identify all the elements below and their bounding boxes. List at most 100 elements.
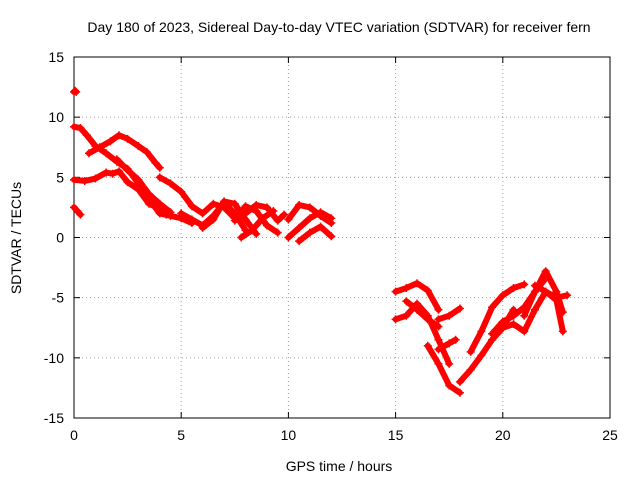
data-point	[305, 203, 314, 212]
data-point	[123, 134, 132, 143]
data-point	[187, 202, 196, 211]
data-point	[284, 233, 293, 242]
data-point	[262, 221, 271, 230]
data-point	[305, 214, 314, 223]
data-point	[488, 329, 497, 338]
data-point	[498, 323, 507, 332]
data-series-arc-23	[467, 281, 528, 355]
data-point	[552, 296, 561, 305]
data-point	[541, 267, 550, 276]
y-axis-label: SDTVAR / TECUs	[8, 182, 24, 294]
data-point	[252, 229, 261, 238]
data-point	[134, 175, 143, 184]
data-point	[166, 208, 175, 217]
data-point	[155, 199, 164, 208]
data-point	[177, 209, 186, 218]
data-point	[166, 179, 175, 188]
data-series-arc-27	[531, 282, 566, 335]
data-point	[273, 216, 282, 225]
data-point	[258, 214, 267, 223]
data-point	[423, 286, 432, 295]
data-point	[220, 197, 229, 206]
data-point	[520, 311, 529, 320]
data-point	[413, 279, 422, 288]
data-point	[123, 166, 132, 175]
axis-ticks: 0 5 10 15 20 25 -15 -10 -5 0 5 10 15	[44, 49, 618, 443]
data-point	[134, 142, 143, 151]
data-point	[509, 311, 518, 320]
x-tick-label: 20	[495, 427, 511, 443]
data-point	[284, 215, 293, 224]
data-point	[455, 377, 464, 386]
data-point	[115, 167, 124, 176]
data-point	[237, 233, 246, 242]
data-point	[434, 322, 443, 331]
x-tick-label: 10	[281, 427, 297, 443]
data-point	[477, 327, 486, 336]
data-point	[269, 207, 278, 216]
data-point	[434, 305, 443, 314]
data-point	[445, 311, 454, 320]
data-point	[558, 327, 567, 336]
data-point	[402, 284, 411, 293]
data-point	[70, 175, 78, 184]
data-point	[230, 199, 239, 208]
data-point	[252, 201, 261, 210]
data-point	[413, 305, 422, 314]
data-point	[477, 351, 486, 360]
data-point	[423, 315, 432, 324]
data-series-arc-12	[238, 208, 277, 241]
data-point	[402, 311, 411, 320]
data-series-arc-9	[199, 198, 260, 237]
y-tick-label: 5	[56, 169, 64, 185]
data-point	[262, 203, 271, 212]
data-point	[76, 123, 85, 132]
data-point	[123, 178, 132, 187]
data-point	[70, 122, 78, 131]
x-tick-label: 25	[602, 427, 618, 443]
data-point	[509, 284, 518, 293]
data-point	[434, 335, 443, 344]
data-point	[530, 305, 539, 314]
data-point	[102, 168, 111, 177]
data-point	[95, 143, 104, 152]
data-point	[295, 237, 304, 246]
grid-lines	[74, 57, 610, 418]
data-point	[115, 131, 124, 140]
data-point	[198, 223, 207, 232]
chart-title: Day 180 of 2023, Sidereal Day-to-day VTE…	[87, 19, 590, 35]
data-point	[563, 291, 572, 300]
data-point	[155, 173, 164, 182]
data-point	[155, 163, 164, 172]
y-tick-label: 0	[56, 230, 64, 246]
data-point	[488, 303, 497, 312]
data-point	[85, 149, 94, 158]
data-points	[70, 86, 572, 397]
data-point	[455, 304, 464, 313]
data-point	[455, 388, 464, 397]
data-point	[134, 185, 143, 194]
data-point	[209, 215, 218, 224]
y-tick-label: 15	[48, 49, 64, 65]
data-point	[72, 87, 81, 96]
data-point	[316, 222, 325, 231]
x-tick-label: 5	[177, 427, 185, 443]
y-tick-label: -15	[44, 410, 64, 426]
data-point	[451, 335, 460, 344]
data-point	[247, 226, 256, 235]
data-point	[280, 210, 289, 219]
data-point	[530, 281, 539, 290]
y-tick-label: -5	[52, 290, 65, 306]
data-point	[552, 287, 561, 296]
data-point	[402, 297, 411, 306]
data-point	[434, 359, 443, 368]
data-point	[108, 169, 117, 178]
data-point	[142, 148, 151, 157]
data-point	[423, 341, 432, 350]
data-series-arc-6	[113, 156, 174, 216]
data-point	[71, 86, 80, 95]
data-point	[80, 176, 89, 185]
x-tick-label: 0	[70, 427, 78, 443]
x-tick-label: 15	[388, 427, 404, 443]
